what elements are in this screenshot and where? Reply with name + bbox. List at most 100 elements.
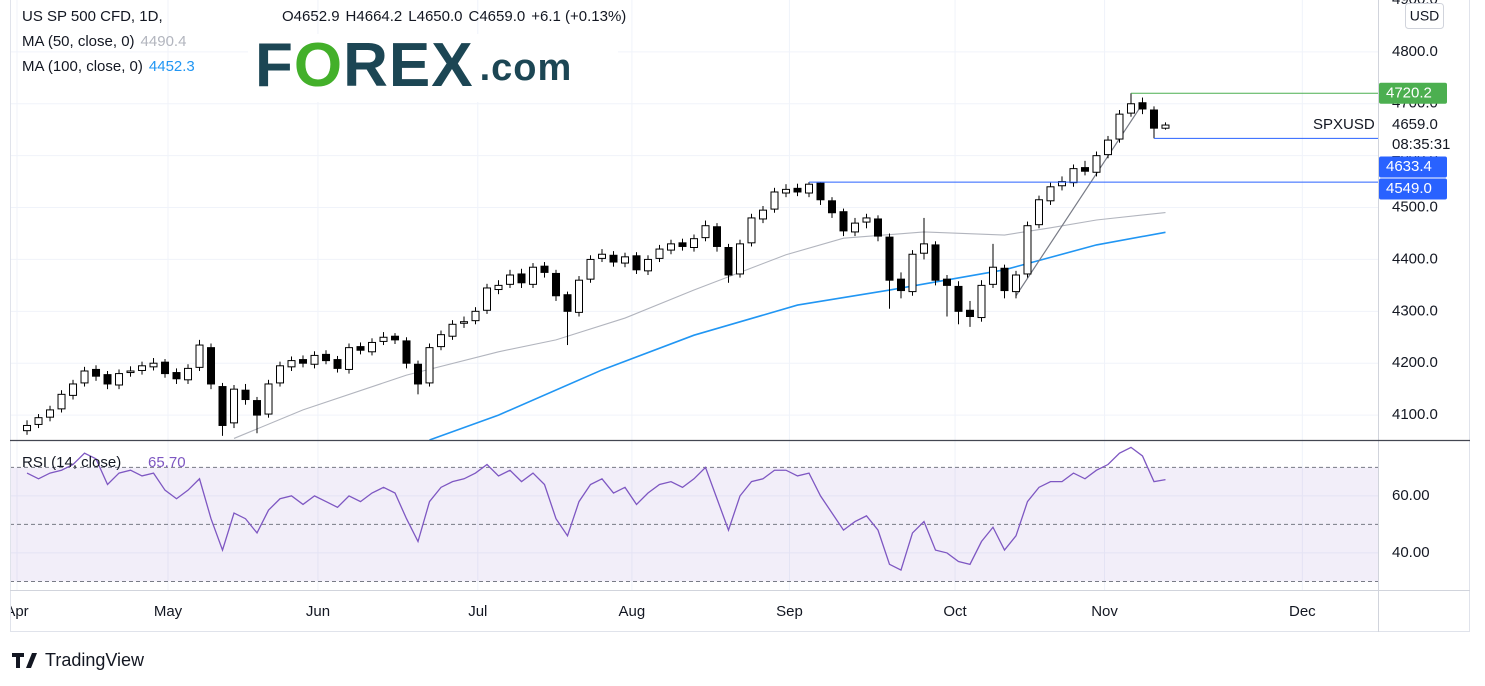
candle-body (827, 200, 836, 214)
candle-body (632, 255, 641, 271)
candle-body (391, 335, 400, 341)
x-tick-label: Jun (306, 603, 330, 620)
candle-body (839, 211, 848, 232)
candle-body (115, 373, 124, 386)
candle-body (758, 209, 767, 220)
candle-body (793, 187, 802, 193)
candle-body (667, 243, 676, 251)
candle-body (161, 361, 170, 375)
price-tag (1379, 156, 1447, 178)
candle-body (1161, 124, 1170, 129)
candle-body (276, 365, 285, 384)
x-tick-label: Sep (776, 603, 803, 620)
candle-body (23, 424, 32, 432)
candle-body (724, 247, 733, 276)
candle-body (977, 284, 986, 319)
rsi-value-label: 65.70 (148, 454, 186, 471)
candle-body (69, 383, 78, 396)
frame (10, 0, 1470, 632)
candle-body (873, 218, 882, 237)
price-tag (1379, 178, 1447, 200)
candle-body (149, 362, 158, 368)
ohlc-high: H4664.2 (346, 8, 403, 25)
grid (10, 0, 1378, 590)
logo-part: F (255, 31, 294, 100)
x-axis: Apr May Jun Jul Aug Sep Oct Nov Dec (5, 603, 1316, 620)
x-tick-label: Apr (5, 603, 28, 620)
x-tick-label: Dec (1289, 603, 1316, 620)
candle-body (287, 360, 296, 368)
candle-body (57, 393, 66, 410)
logo-part: REX (343, 31, 473, 100)
x-tick-label: Oct (943, 603, 967, 620)
candle-body (368, 341, 377, 353)
candle-body (678, 242, 687, 247)
candle-body (529, 266, 538, 285)
candle-body (184, 367, 193, 381)
y-tick-label: 4400.0 (1392, 250, 1438, 267)
candle-body (460, 321, 469, 324)
candle-body (908, 253, 917, 293)
y-tick-label: 4300.0 (1392, 302, 1438, 319)
candle-body (414, 363, 423, 385)
y-tick-label: 4800.0 (1392, 43, 1438, 60)
candle-body (1069, 168, 1078, 184)
x-tick-label: Aug (619, 603, 646, 620)
candle-body (770, 191, 779, 210)
candle-body (333, 359, 342, 369)
candle-body (494, 284, 503, 291)
symbol-title: US SP 500 CFD, 1D, (22, 8, 163, 25)
candle-body (1115, 113, 1124, 140)
candle-body (885, 236, 894, 281)
candle-body (437, 334, 446, 348)
candle-body (1000, 267, 1009, 292)
candle-body (172, 372, 181, 380)
candle-body (402, 340, 411, 364)
x-tick-label: Jul (468, 603, 487, 620)
candle-body (1126, 103, 1135, 114)
candle-body (563, 294, 572, 312)
rsi-tick-label: 60.00 (1392, 487, 1430, 504)
moving-average (429, 231, 1166, 440)
watermark-text: TradingView (45, 650, 145, 670)
candle-body (483, 287, 492, 311)
candle-body (471, 310, 480, 322)
ohlc-change: +6.1 (+0.13%) (531, 8, 626, 25)
candle-body (1080, 167, 1089, 172)
candle-body (103, 374, 112, 385)
ma-value: 4452.3 (149, 58, 195, 75)
candle-body (218, 386, 227, 426)
price-tag-label: 4549.0 (1386, 180, 1432, 197)
legend: US SP 500 CFD, 1D, O4652.9 H4664.2 L4650.0… (22, 8, 626, 471)
candle-body (1092, 155, 1101, 173)
y-tick-label: 4500.0 (1392, 199, 1438, 216)
chart-border (10, 0, 1470, 632)
currency-frame (1405, 3, 1444, 29)
ma-value: 4490.4 (141, 33, 187, 50)
candle-body (34, 417, 43, 425)
candle-body (1023, 225, 1032, 275)
watermark: TradingView (12, 650, 145, 670)
candle-body (575, 279, 584, 313)
price-tag-label: 4633.4 (1386, 158, 1432, 175)
candle-body (425, 347, 434, 384)
x-tick-label: Nov (1091, 603, 1118, 620)
candle-body (816, 182, 825, 201)
candle-body (379, 336, 388, 342)
logo-text: FOREX .com (255, 31, 572, 100)
candle-body (540, 265, 549, 273)
candle-body (862, 217, 871, 223)
price-tag (1379, 82, 1447, 104)
candle-body (46, 409, 55, 418)
x-tick-label: May (154, 603, 183, 620)
ma50-legend: MA (50, close, 0) (22, 33, 135, 50)
candle-body (896, 278, 905, 292)
candle-body (1034, 199, 1043, 226)
watermark-icon (12, 653, 37, 668)
candle-body (919, 243, 928, 254)
candle-body (690, 238, 698, 248)
